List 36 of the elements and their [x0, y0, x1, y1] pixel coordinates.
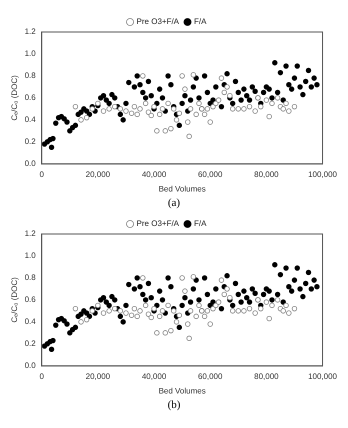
x-tick-label: 0: [39, 372, 44, 381]
x-tick-label: 20,000: [86, 372, 111, 381]
y-tick-label: 0.0: [24, 361, 36, 370]
x-tick-label: 0: [39, 170, 44, 179]
y-axis-title: Cₑ/C₀ (DOC): [10, 276, 20, 323]
y-tick-label: 0.2: [24, 339, 36, 348]
x-tick-label: 100,000: [308, 170, 338, 179]
y-tick-label: 0.8: [24, 71, 36, 80]
y-tick-label: 1.2: [24, 27, 36, 36]
y-tick-label: 0.8: [24, 273, 36, 282]
legend-label: Pre O3+F/A: [136, 219, 180, 228]
legend-label: Pre O3+F/A: [136, 17, 180, 26]
y-tick-label: 0.6: [24, 93, 36, 102]
legend-label: F/A: [194, 219, 208, 228]
x-tick-label: 40,000: [142, 372, 167, 381]
text: (a): [166, 196, 182, 210]
y-tick-label: 1.2: [24, 229, 36, 238]
y-tick-label: 1.0: [24, 251, 36, 260]
x-tick-label: 60,000: [198, 170, 223, 179]
text: (b): [166, 398, 182, 412]
y-tick-label: 1.0: [24, 49, 36, 58]
y-tick-label: 0.4: [24, 317, 36, 326]
x-axis-title: Bed Volumes: [158, 184, 206, 194]
x-tick-label: 20,000: [86, 170, 111, 179]
x-tick-label: 80,000: [254, 170, 280, 179]
y-axis-title: Cₑ/C₀ (DOC): [10, 74, 20, 121]
x-tick-label: 60,000: [198, 372, 223, 381]
y-tick-label: 0.4: [24, 115, 36, 124]
legend-label: F/A: [194, 17, 208, 26]
x-tick-label: 100,000: [308, 372, 338, 381]
y-tick-label: 0.0: [24, 159, 36, 168]
x-axis-title: Bed Volumes: [158, 386, 206, 396]
x-tick-label: 40,000: [142, 170, 167, 179]
y-tick-label: 0.2: [24, 137, 36, 146]
x-tick-label: 80,000: [254, 372, 280, 381]
y-tick-label: 0.6: [24, 295, 36, 304]
